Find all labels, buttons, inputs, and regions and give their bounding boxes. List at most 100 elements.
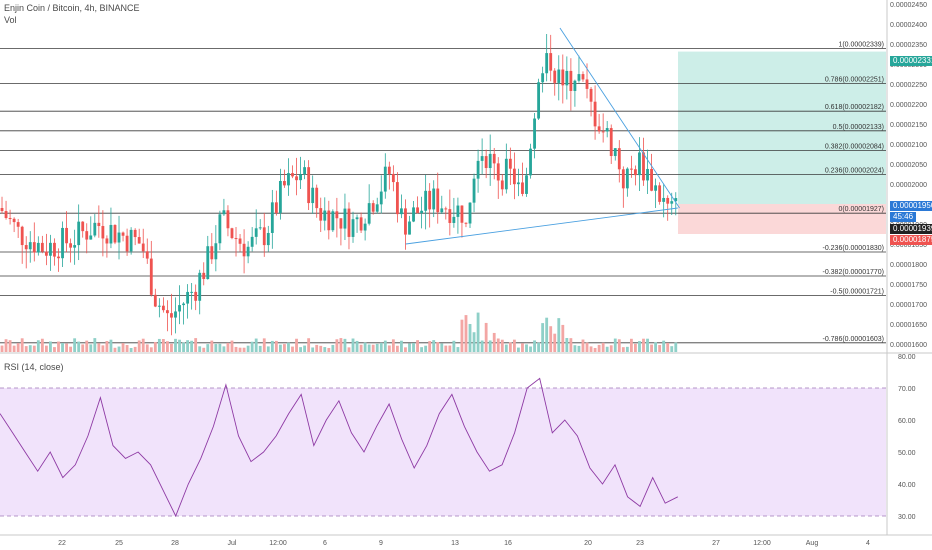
volume-bar [242, 347, 246, 352]
volume-bar [436, 342, 440, 352]
candle-up [605, 128, 609, 132]
candle-down [617, 148, 621, 170]
candle-up [432, 188, 436, 210]
volume-bar [460, 319, 464, 352]
volume-bar [97, 343, 101, 352]
price-tick-label: 0.00001800 [890, 262, 927, 269]
volume-bar [428, 341, 432, 352]
price-tick-label: 0.00001750 [890, 282, 927, 289]
candle-up [182, 303, 185, 306]
candle-up [646, 168, 649, 181]
volume-bar [149, 347, 153, 352]
candle-down [666, 197, 670, 204]
volume-bar [161, 339, 165, 352]
candle-down [601, 131, 605, 133]
candle-down [460, 205, 464, 223]
rsi-line [0, 377, 679, 518]
price-tick-label: 0.00001650 [890, 322, 927, 329]
volume-bar [218, 343, 222, 352]
volume-bar [545, 317, 549, 352]
volume-bar [504, 344, 508, 352]
candle-down [585, 79, 589, 89]
stop-price-tag: 0.00001875 [890, 235, 932, 245]
volume-bar [500, 339, 504, 352]
candle-down [12, 218, 16, 223]
volume-bar [291, 346, 294, 352]
candle-up [73, 245, 77, 248]
candle-down [24, 245, 28, 250]
volume-bar [121, 343, 125, 352]
candle-up [670, 201, 674, 204]
candle-up [557, 69, 561, 83]
volume-bar [480, 340, 484, 352]
rsi-band [0, 388, 886, 516]
volume-bar [400, 340, 403, 352]
volume-bar [408, 343, 411, 352]
volume-bar [412, 343, 415, 352]
candle-up [472, 178, 476, 203]
volume-bar [456, 347, 460, 352]
volume-bar [226, 342, 230, 352]
volume-bar [492, 332, 496, 352]
candle-up [613, 148, 617, 157]
candle-down [553, 70, 557, 83]
price-tick-label: 0.00002100 [890, 142, 927, 149]
candle-up [363, 223, 367, 231]
candle-down [101, 226, 105, 239]
candle-up [270, 202, 274, 233]
volume-bar [258, 345, 262, 352]
volume-bar [170, 343, 173, 352]
volume-bar [206, 344, 210, 352]
volume-bar [581, 339, 585, 352]
candle-up [638, 152, 641, 176]
volume-bar [512, 339, 516, 352]
candle-down [202, 272, 206, 280]
candle-down [464, 222, 468, 224]
volume-bar [133, 346, 137, 352]
volume-bar [24, 346, 28, 352]
time-tick-label: 4 [866, 540, 870, 547]
volume-bar [61, 343, 64, 352]
candle-up [206, 246, 210, 280]
candle-down [149, 258, 153, 295]
volume-bar [662, 340, 666, 352]
volume-bar [650, 344, 653, 352]
volume-bar [625, 346, 629, 352]
volume-bar [262, 338, 266, 352]
volume-bar [452, 340, 456, 352]
volume-bar [601, 342, 605, 352]
volume-bar [101, 345, 105, 352]
volume-bar [589, 346, 593, 352]
volume-bar [529, 346, 532, 352]
fib-label: 0.382(0.00002084) [825, 143, 884, 150]
candle-up [379, 191, 383, 205]
candle-up [355, 217, 359, 220]
candle-down [512, 168, 516, 185]
volume-bar [573, 345, 577, 352]
time-tick-label: 12:00 [753, 540, 771, 547]
volume-bar [44, 345, 48, 352]
candle-down [4, 211, 8, 219]
price-tick-label: 0.00001600 [890, 342, 927, 349]
candle-up [456, 205, 460, 217]
candle-up [674, 198, 678, 202]
volume-bar [375, 343, 379, 352]
price-tick-label: 0.00001850 [890, 242, 927, 249]
volume-bar [85, 340, 89, 352]
candle-up [525, 175, 528, 194]
volume-bar [40, 338, 44, 352]
candle-up [654, 185, 658, 191]
volume-bar [198, 346, 202, 352]
volume-bar [339, 338, 343, 352]
candle-up [577, 74, 581, 81]
candle-up [278, 180, 282, 213]
candle-down [315, 187, 319, 209]
volume-bar [670, 346, 674, 352]
candle-down [210, 246, 214, 260]
volume-bar [468, 324, 472, 352]
volume-bar [174, 338, 177, 352]
time-tick-label: Aug [806, 540, 819, 547]
candle-down [194, 291, 198, 301]
volume-bar [654, 342, 658, 352]
